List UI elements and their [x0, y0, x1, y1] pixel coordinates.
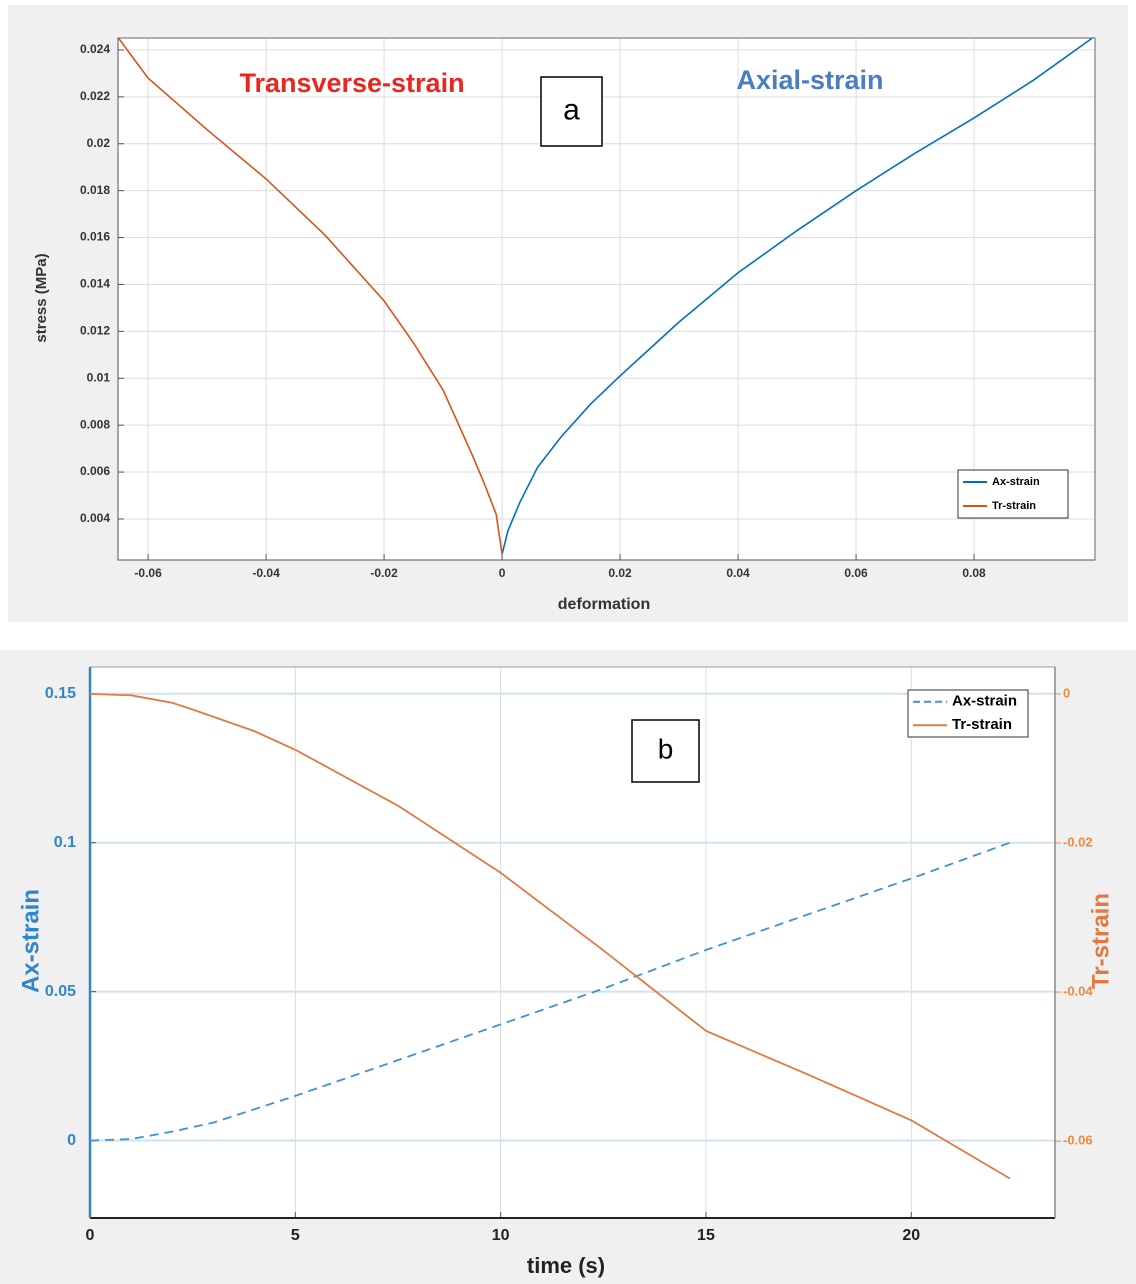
y-tick-label: 0.006	[80, 464, 110, 478]
x-tick-label: 10	[492, 1227, 510, 1244]
legend-box	[907, 689, 1029, 738]
plot-area	[118, 38, 1095, 560]
x-tick-label: 0.08	[962, 566, 986, 580]
y-tick-label: 0	[67, 1132, 76, 1149]
legend: Ax-strain Tr-strain	[957, 469, 1069, 519]
y-tick-label: 0.1	[54, 834, 76, 851]
y2-axis-label: Tr-strain	[1087, 893, 1114, 989]
legend-box	[957, 469, 1069, 519]
y-tick-label: 0.022	[80, 89, 110, 103]
y-tick-label: 0.018	[80, 183, 110, 197]
legend-label: Ax-strain	[952, 693, 1017, 710]
data-line	[117, 37, 503, 555]
legend-label: Tr-strain	[992, 500, 1036, 512]
x-tick-label: 15	[697, 1227, 715, 1244]
x-tick-label: -0.02	[370, 566, 398, 580]
x-tick-label: 0	[499, 566, 506, 580]
y2-tick-label: 0	[1063, 685, 1070, 700]
annotation: Transverse-strain	[239, 68, 464, 98]
panel-label-box	[631, 719, 700, 783]
legend-label: Ax-strain	[992, 476, 1040, 488]
x-tick-label: -0.04	[252, 566, 280, 580]
x-tick-label: 0.02	[608, 566, 632, 580]
y2-tick-label: -0.02	[1063, 834, 1093, 849]
y-axis-label: Ax-strain	[17, 889, 44, 993]
panel-label: b	[658, 733, 674, 764]
y-tick-label: 0.02	[87, 136, 111, 150]
legend-label: Tr-strain	[952, 716, 1012, 733]
data-line	[501, 37, 1093, 555]
x-tick-label: 0	[86, 1227, 95, 1244]
data-line	[89, 692, 1011, 1180]
y-tick-label: 0.05	[45, 983, 76, 1000]
x-axis-label: time (s)	[527, 1253, 605, 1278]
y-tick-label: 0.016	[80, 230, 110, 244]
y-tick-label: 0.014	[80, 277, 110, 291]
y-tick-label: 0.012	[80, 324, 110, 338]
chart: 0 5 10 15 20 0 0.05 0.1 0.15 0 -0.02 -0.04 -0.06 time…	[0, 650, 1136, 1284]
y2-tick-label: -0.04	[1063, 984, 1093, 999]
annotation: Axial-strain	[736, 65, 883, 95]
y-tick-label: 0.008	[80, 417, 110, 431]
y-axis-label: stress (MPa)	[33, 253, 50, 342]
x-tick-label: 0.06	[844, 566, 868, 580]
y-tick-label: 0.15	[45, 685, 76, 702]
chart: -0.06 -0.04 -0.02 0 0.02 0.04 0.06 0.08 0.004 0.0…	[8, 5, 1128, 622]
x-tick-label: 5	[291, 1227, 300, 1244]
y-tick-label: 0.01	[87, 370, 111, 384]
y-tick-label: 0.004	[80, 511, 110, 525]
y-tick-label: 0.024	[80, 42, 110, 56]
panel-label-box	[540, 76, 603, 147]
x-tick-label: 20	[902, 1227, 920, 1244]
legend: Ax-strain Tr-strain	[907, 689, 1029, 738]
plot-area	[90, 667, 1055, 1218]
x-tick-label: -0.06	[134, 566, 162, 580]
data-line	[89, 841, 1011, 1142]
x-tick-label: 0.04	[726, 566, 750, 580]
x-axis-label: deformation	[558, 596, 650, 613]
panel-label: a	[563, 93, 580, 126]
y2-tick-label: -0.06	[1063, 1133, 1093, 1148]
